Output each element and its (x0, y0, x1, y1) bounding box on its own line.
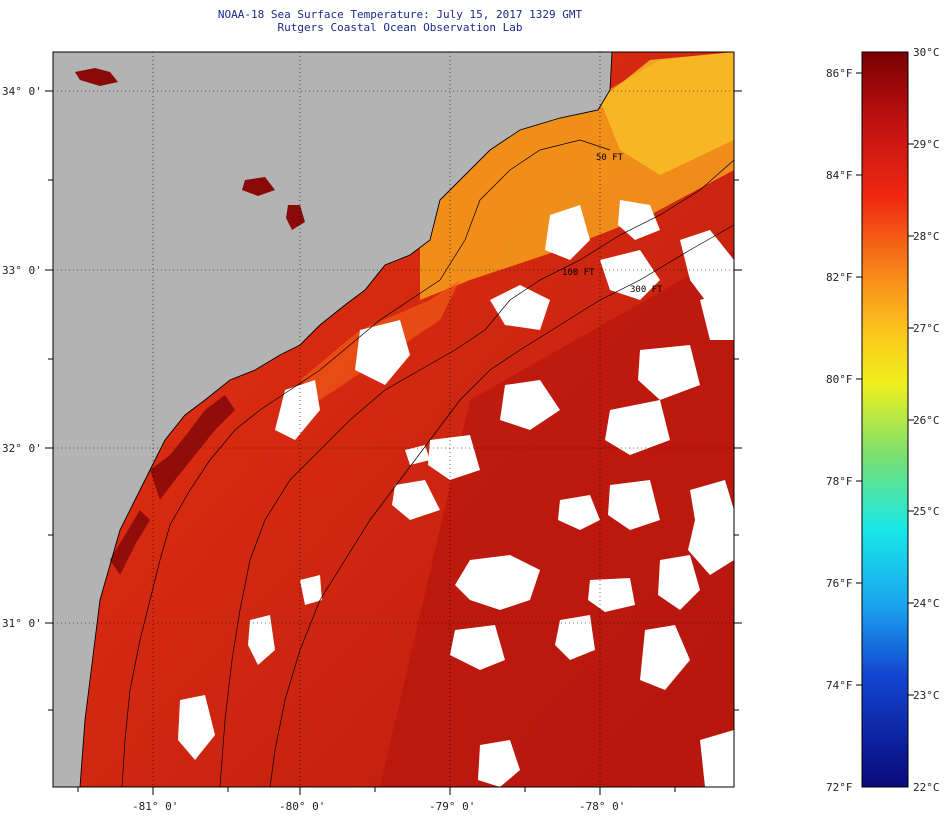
isobath-label-50: 50 FT (596, 153, 624, 163)
colorbar-c-label: 28°C (913, 230, 940, 243)
colorbar-c-label: 22°C (913, 781, 940, 794)
color-bar-ticks (856, 72, 914, 696)
colorbar-c-label: 23°C (913, 689, 940, 702)
map-title: NOAA-18 Sea Surface Temperature: July 15… (217, 8, 583, 21)
map-frame (52, 51, 735, 788)
map-subtitle: Rutgers Coastal Ocean Observation Lab (277, 21, 523, 34)
lat-label: 33° 0' (2, 264, 42, 277)
axis-ticks (45, 90, 742, 795)
isobath-label-300: 300 FT (630, 285, 663, 295)
lat-label: 32° 0' (2, 442, 42, 455)
colorbar-f-label: 80°F (826, 373, 853, 386)
lon-label: -78° 0' (579, 800, 626, 813)
lon-label: -79° 0' (429, 800, 476, 813)
isobath-label-100: 100 FT (562, 268, 595, 278)
cloud-patches (178, 200, 734, 787)
colorbar-f-label: 84°F (826, 169, 853, 182)
inland-lake (75, 68, 118, 86)
colorbar-c-label: 27°C (913, 322, 940, 335)
isobath-50ft (121, 139, 611, 787)
lon-label: -80° 0' (279, 800, 326, 813)
colorbar-c-label: 25°C (913, 505, 940, 518)
colorbar-f-label: 82°F (826, 271, 853, 284)
lat-label: 34° 0' (2, 85, 42, 98)
isobath-300ft (269, 224, 734, 787)
colorbar-c-label: 24°C (913, 597, 940, 610)
colorbar-f-label: 72°F (826, 781, 853, 794)
graticule (53, 52, 734, 787)
isobath-100ft (219, 159, 734, 787)
colorbar-c-label: 26°C (913, 414, 940, 427)
land-mass (53, 52, 612, 787)
colorbar-c-label: 29°C (913, 138, 940, 151)
lat-label: 31° 0' (2, 617, 42, 630)
colorbar-c-label: 30°C (913, 46, 940, 59)
colorbar-f-label: 86°F (826, 67, 853, 80)
coastline (79, 52, 613, 787)
lon-label: -81° 0' (132, 800, 179, 813)
color-bar (861, 51, 909, 788)
colorbar-f-label: 74°F (826, 679, 853, 692)
colorbar-f-label: 76°F (826, 577, 853, 590)
colorbar-f-label: 78°F (826, 475, 853, 488)
